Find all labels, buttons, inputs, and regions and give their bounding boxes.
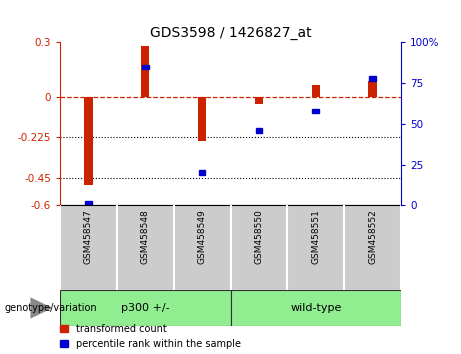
Bar <box>60 290 230 326</box>
Bar <box>85 201 92 206</box>
Bar <box>230 290 401 326</box>
Text: p300 +/-: p300 +/- <box>121 303 170 313</box>
Legend: transformed count, percentile rank within the sample: transformed count, percentile rank withi… <box>60 324 241 349</box>
Text: GSM458550: GSM458550 <box>254 210 263 264</box>
Text: wild-type: wild-type <box>290 303 342 313</box>
Text: GSM458547: GSM458547 <box>84 210 93 264</box>
Text: GSM458548: GSM458548 <box>141 210 150 264</box>
Bar <box>142 65 148 69</box>
Bar <box>198 97 207 141</box>
Bar <box>141 46 149 97</box>
Bar <box>369 76 376 81</box>
Polygon shape <box>30 297 53 319</box>
Bar <box>368 81 377 97</box>
Bar <box>255 128 262 133</box>
Bar <box>313 109 319 113</box>
Bar <box>84 97 93 185</box>
Text: GSM458551: GSM458551 <box>311 210 320 264</box>
Bar <box>199 171 206 175</box>
Bar <box>254 97 263 104</box>
Text: genotype/variation: genotype/variation <box>5 303 97 313</box>
Bar <box>312 85 320 97</box>
Text: GSM458549: GSM458549 <box>198 210 207 264</box>
Text: GSM458552: GSM458552 <box>368 210 377 264</box>
Title: GDS3598 / 1426827_at: GDS3598 / 1426827_at <box>150 26 311 40</box>
